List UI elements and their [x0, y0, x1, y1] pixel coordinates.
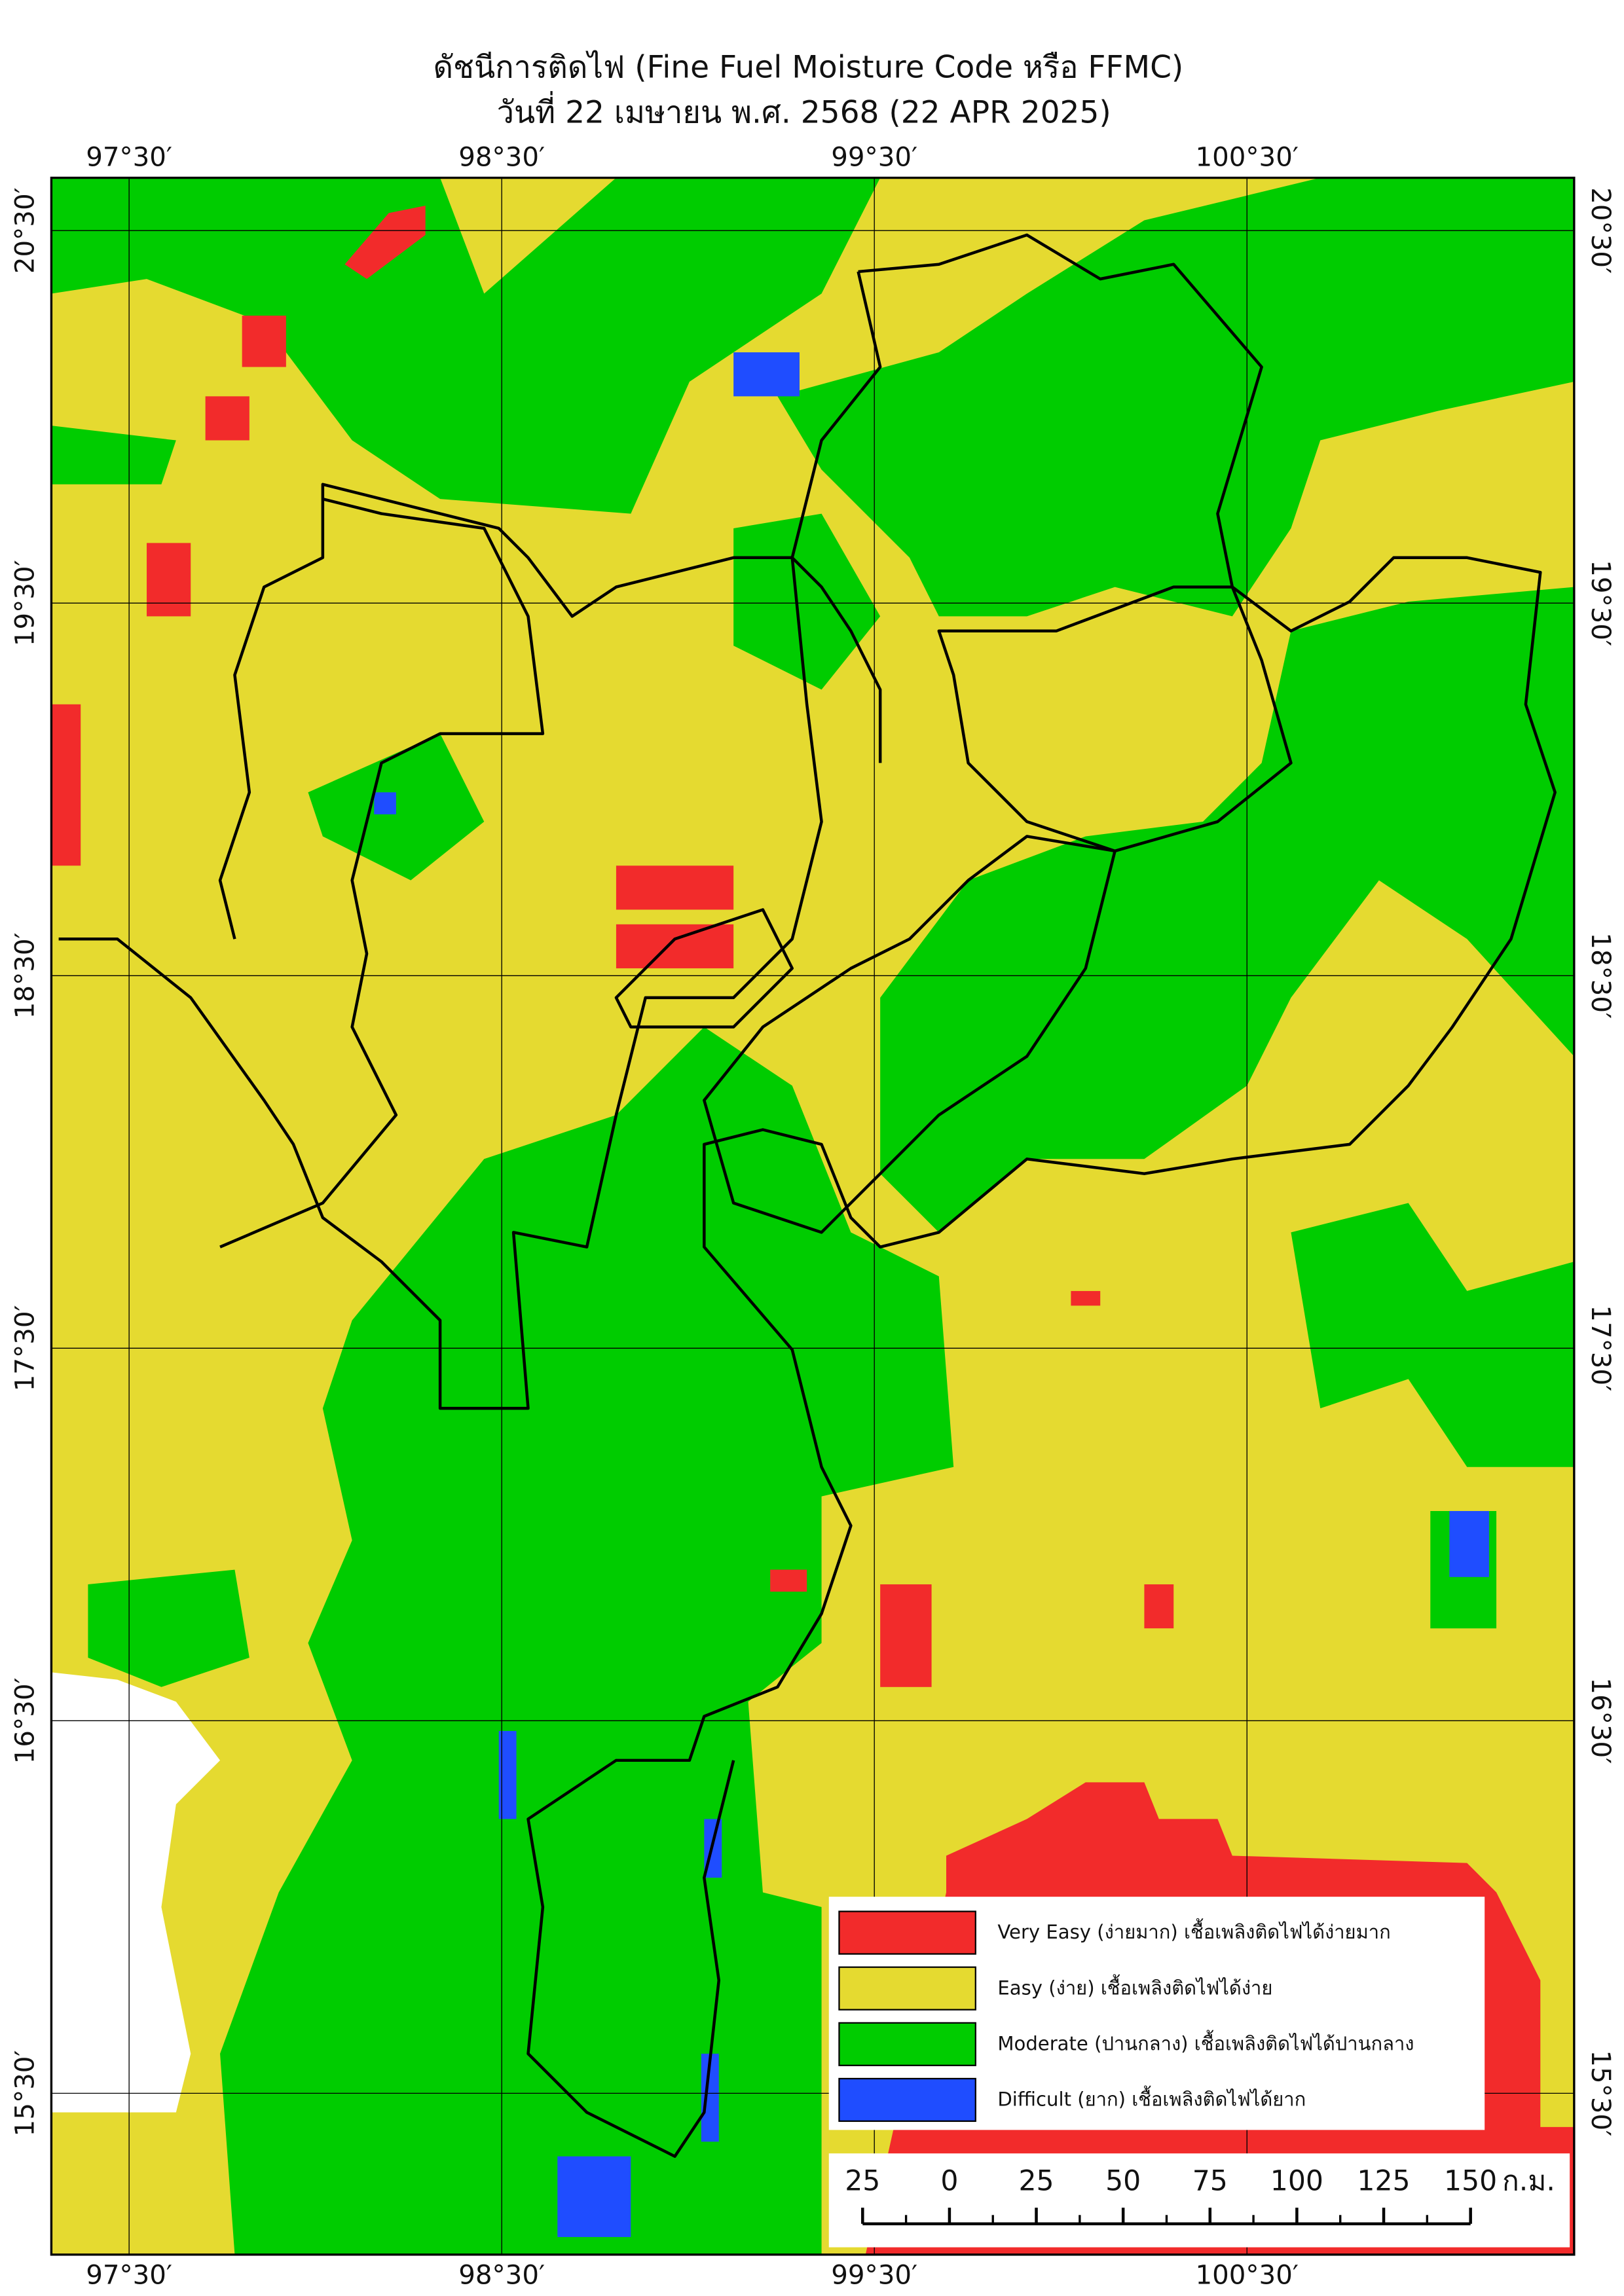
longitude-label-top: 97°30′	[86, 141, 172, 172]
legend-label: Very Easy (ง่ายมาก) เชื้อเพลิงติดไฟได้ง่…	[997, 1918, 1390, 1943]
latitude-label-right: 15°30′	[1585, 2050, 1616, 2136]
scale-label: 75	[1192, 2165, 1228, 2198]
scale-label: 100	[1270, 2165, 1323, 2198]
latitude-label-left: 18°30′	[9, 932, 40, 1019]
latitude-label-right: 18°30′	[1585, 932, 1616, 1019]
longitude-label-bottom: 97°30′	[86, 2259, 172, 2290]
latitude-label-left: 20°30′	[9, 187, 40, 274]
scale-box	[828, 2153, 1570, 2248]
legend-label: Difficult (ยาก) เชื้อเพลิงติดไฟได้ยาก	[997, 2086, 1306, 2111]
scale-bar: 25 0 25 50 75 100 125 150 ก.ม.	[828, 2153, 1570, 2248]
latitude-label-right: 20°30′	[1585, 187, 1616, 274]
scale-label: 125	[1357, 2165, 1410, 2198]
map-frame	[50, 176, 1576, 2256]
scale-items: 25 0 25 50 75 100 125 150 ก.ม.	[845, 2165, 1555, 2225]
legend-swatch	[838, 2077, 976, 2123]
legend-swatch	[838, 2022, 976, 2066]
scale-label: 25	[1018, 2165, 1054, 2198]
latitude-label-left: 16°30′	[9, 1677, 40, 1764]
legend-swatch	[838, 1966, 976, 2011]
longitude-label-bottom: 98°30′	[458, 2259, 545, 2290]
latitude-label-right: 17°30′	[1585, 1305, 1616, 1391]
legend-label: Easy (ง่าย) เชื้อเพลิงติดไฟได้ง่าย	[997, 1974, 1272, 1999]
scale-label: 25	[845, 2165, 880, 2198]
longitude-label-top: 98°30′	[458, 141, 545, 172]
map-title: ดัชนีการติดไฟ (Fine Fuel Moisture Code ห…	[434, 49, 1184, 85]
latitude-label-right: 16°30′	[1585, 1677, 1616, 1764]
scale-label: 150	[1444, 2165, 1497, 2198]
legend-items: Very Easy (ง่ายมาก) เชื้อเพลิงติดไฟได้ง่…	[838, 1910, 1414, 2123]
scale-label: 0	[940, 2165, 958, 2198]
coordinate-labels: 97°30′ 97°30′ 98°30′ 98°30′ 99°30′ 99°30′ 100°…	[9, 141, 1616, 2290]
sea	[51, 1672, 221, 2113]
longitude-label-top: 99°30′	[831, 141, 917, 172]
latitude-label-right: 19°30′	[1585, 560, 1616, 646]
legend-swatch	[838, 1910, 976, 1955]
latitude-label-left: 19°30′	[9, 560, 40, 646]
map-subtitle: วันที่ 22 เมษายน พ.ศ. 2568 (22 APR 2025)	[497, 91, 1111, 131]
longitude-label-bottom: 100°30′	[1195, 2259, 1299, 2290]
legend-label: Moderate (ปานกลาง) เชื้อเพลิงติดไฟได้ปาน…	[997, 2030, 1414, 2054]
province-boundaries	[58, 233, 1557, 2158]
scale-label: 50	[1105, 2165, 1141, 2198]
scale-unit: ก.ม.	[1502, 2165, 1555, 2198]
latitude-label-left: 15°30′	[9, 2050, 40, 2136]
longitude-label-top: 100°30′	[1195, 141, 1299, 172]
longitude-label-bottom: 99°30′	[831, 2259, 917, 2290]
latitude-label-left: 17°30′	[9, 1305, 40, 1391]
legend: Very Easy (ง่ายมาก) เชื้อเพลิงติดไฟได้ง่…	[828, 1897, 1485, 2130]
